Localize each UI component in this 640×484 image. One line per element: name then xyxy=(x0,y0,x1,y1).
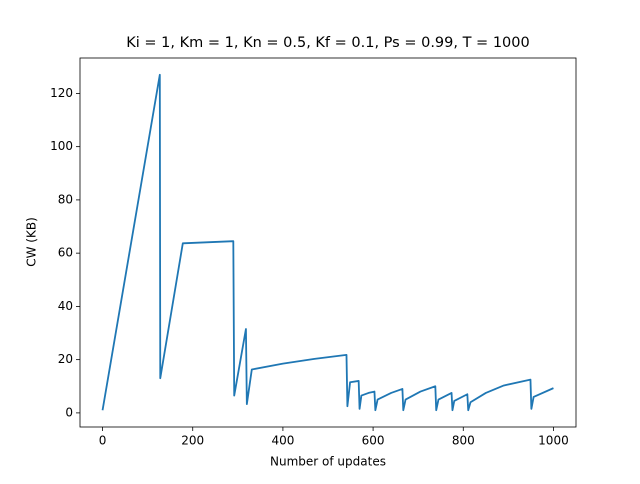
x-tick-label: 400 xyxy=(271,434,294,448)
data-line xyxy=(101,73,554,412)
chart-title: Ki = 1, Km = 1, Kn = 0.5, Kf = 0.1, Ps =… xyxy=(126,35,529,51)
y-tick-label: 0 xyxy=(65,405,73,419)
y-tick-label: 40 xyxy=(58,299,73,313)
x-tick-label: 600 xyxy=(362,434,385,448)
x-axis-label: Number of updates xyxy=(270,455,386,469)
y-tick-label: 100 xyxy=(50,139,73,153)
y-axis-label: CW (KB) xyxy=(25,217,39,267)
y-tick-label: 120 xyxy=(50,86,73,100)
y-tick-label: 20 xyxy=(58,352,73,366)
x-tick-label: 0 xyxy=(99,434,107,448)
x-tick-label: 200 xyxy=(181,434,204,448)
x-tick-label: 800 xyxy=(452,434,475,448)
x-tick-label: 1000 xyxy=(538,434,569,448)
y-tick-label: 60 xyxy=(58,246,73,260)
plot-frame xyxy=(79,57,577,428)
y-tick-label: 80 xyxy=(58,192,73,206)
